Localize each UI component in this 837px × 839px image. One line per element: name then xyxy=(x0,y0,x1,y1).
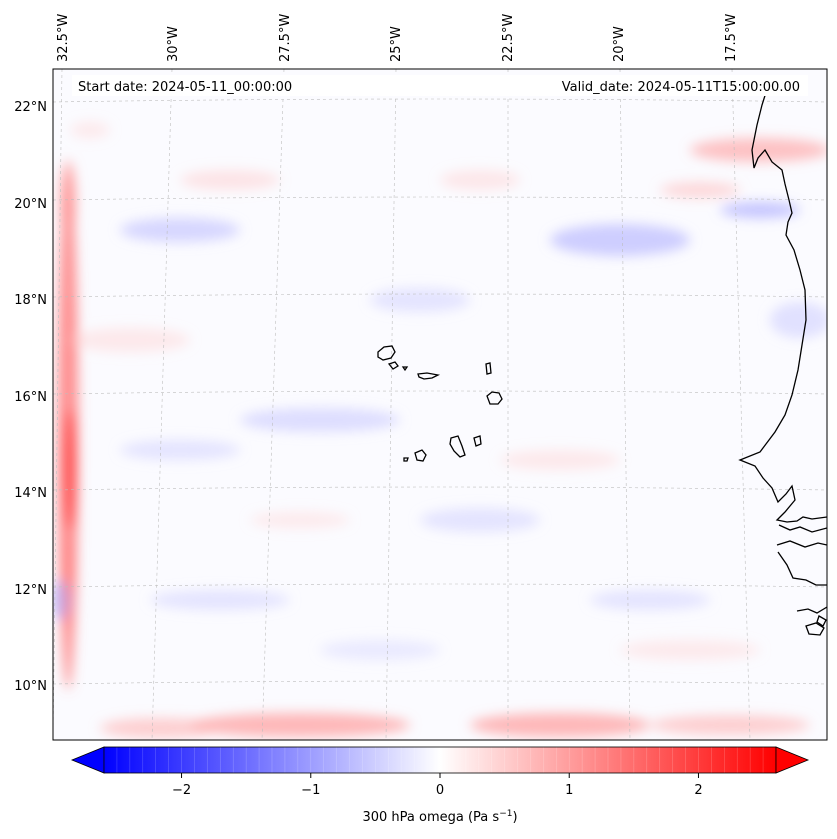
colorbar-gradient xyxy=(104,747,776,773)
map-plot-area: Start date: 2024-05-11_00:00:00 Valid_da… xyxy=(52,68,828,741)
colorbar-tick-label: 1 xyxy=(565,783,573,798)
island-fogo xyxy=(414,449,427,462)
colorbar-bands xyxy=(103,747,777,773)
omega-field-patch xyxy=(64,410,76,530)
lat-label: 12°N xyxy=(14,583,47,598)
island-santo-antao xyxy=(377,345,396,361)
omega-field-patch xyxy=(720,202,800,218)
lat-label: 14°N xyxy=(14,486,47,501)
omega-field xyxy=(53,122,827,738)
omega-field-patch xyxy=(770,302,827,338)
omega-field-patch xyxy=(150,590,290,610)
longitude-labels: 32.5°W 30°W 27.5°W 25°W 22.5°W 20°W 17.5… xyxy=(56,14,739,62)
omega-field-patch xyxy=(690,138,827,162)
start-date-label: Start date: 2024-05-11_00:00:00 xyxy=(78,80,292,95)
colorbar-tick-label: −2 xyxy=(172,783,191,798)
island-sal xyxy=(485,362,492,375)
island-santiago xyxy=(449,435,466,458)
omega-field-patch xyxy=(190,713,410,737)
omega-field-patch xyxy=(420,508,540,532)
colorbar-tick-label: −1 xyxy=(301,783,320,798)
omega-field-patch xyxy=(500,450,620,470)
latitude-labels: 22°N 20°N 18°N 16°N 14°N 12°N 10°N xyxy=(14,100,47,694)
island-brava xyxy=(403,457,409,462)
omega-field-patch xyxy=(320,640,440,660)
lat-label: 22°N xyxy=(14,100,47,115)
african-coastline xyxy=(738,85,827,523)
omega-field-patch xyxy=(180,170,280,190)
lon-label: 30°W xyxy=(166,26,181,62)
omega-field-patch xyxy=(620,640,760,660)
colorbar-title: 300 hPa omega (Pa s−1) xyxy=(362,809,517,825)
lon-label: 20°W xyxy=(612,26,627,62)
lat-label: 10°N xyxy=(14,679,47,694)
omega-field-patch xyxy=(550,224,690,256)
omega-field-patch xyxy=(470,713,650,737)
gridlines xyxy=(53,69,827,740)
lon-label: 27.5°W xyxy=(278,14,293,62)
island-sao-nicolau xyxy=(417,372,441,380)
lon-label: 17.5°W xyxy=(724,14,739,62)
omega-field-patch xyxy=(250,512,350,528)
map-frame xyxy=(52,68,828,741)
omega-field-patch xyxy=(370,288,470,312)
colorbar-extend-max xyxy=(775,746,810,774)
colorbar-ticks: −2 −1 0 1 2 xyxy=(172,773,703,798)
omega-field-patch xyxy=(70,328,190,352)
lon-label: 22.5°W xyxy=(501,14,516,62)
colorbar-tick-label: 0 xyxy=(436,783,444,798)
omega-field-patch xyxy=(53,580,70,620)
valid-date-label: Valid_date: 2024-05-11T15:00:00.00 xyxy=(562,80,800,95)
coastline xyxy=(738,85,827,636)
island-boa-vista xyxy=(486,391,503,405)
lat-label: 18°N xyxy=(14,293,47,308)
omega-field-patch xyxy=(120,218,240,242)
lat-label: 16°N xyxy=(14,390,47,405)
colorbar-tick-label: 2 xyxy=(694,783,702,798)
omega-field-patch xyxy=(70,122,110,138)
omega-field-patch xyxy=(660,182,740,198)
omega-field-patch xyxy=(240,408,400,432)
cabo-verde-islands xyxy=(377,345,503,462)
omega-field-patch xyxy=(590,590,710,610)
omega-field-patch xyxy=(120,440,240,460)
omega-field-patch xyxy=(100,718,220,738)
island-santa-luzia xyxy=(401,366,409,372)
lon-label: 32.5°W xyxy=(56,14,71,62)
omega-field-patch xyxy=(650,715,810,735)
omega-field-patch xyxy=(440,170,520,190)
lat-label: 20°N xyxy=(14,197,47,212)
island-maio xyxy=(473,435,482,447)
island-sao-vicente xyxy=(387,361,399,370)
lon-label: 25°W xyxy=(389,26,404,62)
date-header-background xyxy=(72,75,808,96)
colorbar: −2 −1 0 1 2 300 hPa omega (Pa s−1) xyxy=(70,746,810,825)
colorbar-extend-min xyxy=(70,746,105,774)
